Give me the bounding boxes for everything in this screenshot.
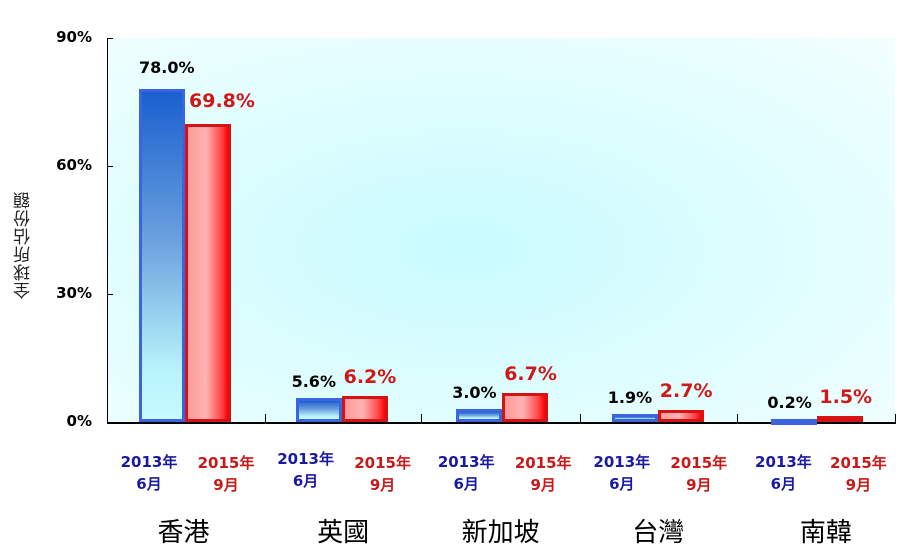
series-label-2015: 2015年 9月 bbox=[197, 454, 255, 494]
bar-2013 bbox=[611, 413, 658, 422]
bar-2013 bbox=[139, 89, 185, 422]
series-label-2013: 2013年 6月 bbox=[120, 453, 178, 493]
y-tick bbox=[107, 294, 113, 295]
x-tick bbox=[737, 414, 738, 422]
value-label-2013: 0.2% bbox=[767, 393, 812, 412]
series-label-2013: 2013年 6月 bbox=[755, 453, 812, 493]
category-label: 南韓 bbox=[799, 518, 852, 548]
series-label-2013: 2013年 6月 bbox=[593, 453, 651, 493]
bar-2015 bbox=[502, 393, 549, 422]
series-label-2013: 2013年 6月 bbox=[437, 453, 495, 493]
series-label-2015: 2015年 9月 bbox=[354, 454, 411, 494]
value-label-2015: 2.7% bbox=[659, 380, 713, 403]
y-axis-line bbox=[107, 38, 108, 423]
y-tick-label: 90% bbox=[56, 28, 92, 46]
value-label-2015: 6.2% bbox=[343, 365, 397, 388]
category-label: 香港 bbox=[157, 518, 210, 548]
category-label: 新加坡 bbox=[461, 518, 540, 548]
y-tick-label: 60% bbox=[56, 156, 92, 174]
value-label-2013: 5.6% bbox=[291, 372, 336, 392]
x-tick bbox=[421, 414, 422, 422]
series-label-2015: 2015年 9月 bbox=[670, 454, 728, 494]
x-tick bbox=[265, 414, 266, 422]
x-tick bbox=[580, 414, 581, 422]
y-tick bbox=[107, 38, 113, 39]
bar-2013 bbox=[456, 409, 503, 422]
bar-2015 bbox=[341, 395, 388, 422]
series-label-2013: 2013年 6月 bbox=[277, 450, 334, 490]
value-label-2015: 69.8% bbox=[189, 90, 255, 113]
y-tick-label: 30% bbox=[56, 284, 92, 302]
bar-2015 bbox=[185, 124, 231, 422]
value-label-2013: 78.0% bbox=[139, 58, 195, 78]
series-label-2015: 2015年 9月 bbox=[514, 454, 572, 494]
y-tick bbox=[107, 166, 113, 167]
y-axis-title: 全球所佔份額 bbox=[13, 191, 34, 299]
value-label-2013: 3.0% bbox=[452, 383, 497, 403]
value-label-2013: 1.9% bbox=[607, 387, 653, 407]
value-label-2015: 6.7% bbox=[504, 363, 557, 386]
bar-2013 bbox=[771, 419, 818, 425]
value-label-2015: 1.5% bbox=[819, 385, 873, 408]
series-label-2015: 2015年 9月 bbox=[830, 454, 887, 494]
x-tick bbox=[895, 414, 896, 422]
bar-2015 bbox=[657, 410, 704, 422]
category-label: 英國 bbox=[317, 518, 370, 548]
category-label: 台灣 bbox=[632, 518, 685, 548]
y-tick-label: 0% bbox=[66, 412, 92, 430]
plot-area bbox=[107, 38, 895, 422]
x-axis-line bbox=[107, 422, 896, 424]
bar-2015 bbox=[817, 415, 864, 422]
bar-2013 bbox=[295, 398, 342, 422]
